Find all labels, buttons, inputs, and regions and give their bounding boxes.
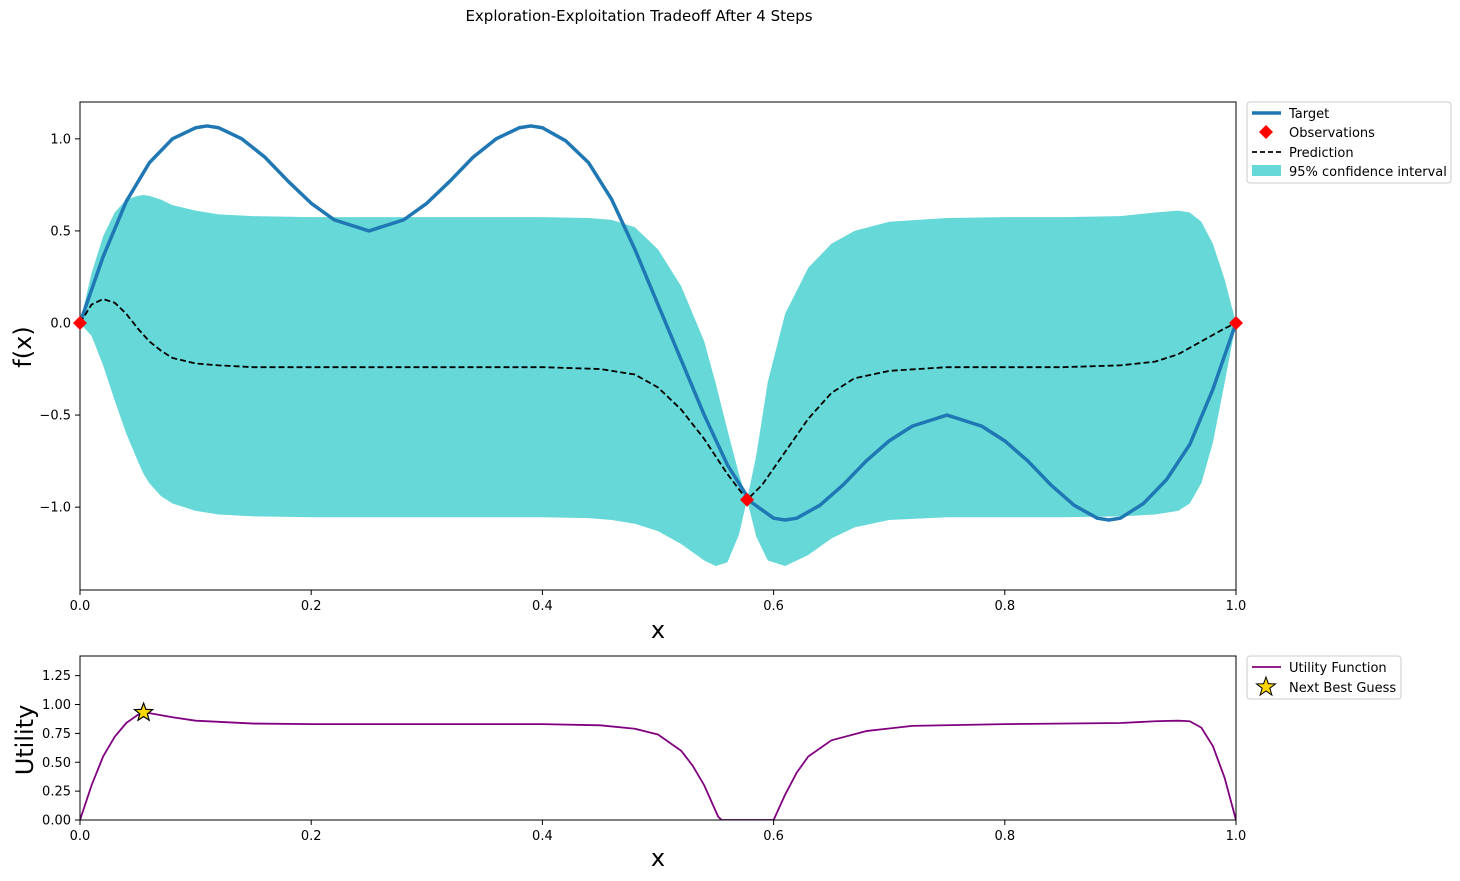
utility-y-tick-label: 1.00: [42, 698, 71, 713]
utility-x-axis-label: x: [651, 844, 665, 872]
target-x-tick-label: 0.2: [301, 599, 322, 614]
utility-x-tick-label: 1.0: [1226, 829, 1247, 844]
target-x-tick-label: 0.6: [763, 599, 784, 614]
prediction-line: [80, 298, 1236, 502]
legend-next-best-guess-star: [1255, 675, 1277, 697]
next-best-guess-star: [132, 701, 155, 722]
target-plot-area: [80, 124, 1236, 567]
utility-y-tick-label: 0.00: [42, 814, 71, 829]
target-x-axis-label: x: [651, 616, 665, 644]
target-legend-box: [1246, 101, 1452, 184]
utility-plot: 0.0 0.2 0.4 0.6 0.8 1.0 0.00 0.25 0.50 0.75 1.00 1…: [11, 655, 1402, 872]
utility-legend: Utility Function Next Best Guess: [1246, 655, 1402, 700]
observation-marker: [740, 492, 755, 507]
observation-marker: [73, 315, 87, 330]
utility-plot-frame: [79, 655, 1237, 821]
confidence-interval-band: [80, 195, 1236, 567]
utility-x-tick-label: 0.4: [532, 829, 553, 844]
target-plot-frame: [79, 101, 1237, 591]
utility-y-axis-label: Utility: [11, 705, 39, 776]
target-y-tick-label: 0.5: [50, 224, 71, 239]
target-x-tick-label: 0.0: [70, 599, 91, 614]
target-line: [80, 124, 1236, 522]
legend-next-best-guess-label: Next Best Guess: [1289, 681, 1396, 696]
target-x-tick-label: 1.0: [1226, 599, 1247, 614]
target-y-ticks: −1.0 −0.5 0.0 0.5 1.0: [39, 132, 80, 516]
target-x-tick-label: 0.4: [532, 599, 553, 614]
utility-y-ticks: 0.00 0.25 0.50 0.75 1.00 1.25: [42, 669, 80, 829]
legend-observations-marker: [1259, 125, 1273, 139]
target-y-axis-label: f(x): [9, 326, 37, 367]
utility-x-tick-label: 0.0: [70, 829, 91, 844]
utility-y-tick-label: 0.25: [42, 785, 71, 800]
utility-y-tick-label: 0.75: [42, 727, 71, 742]
utility-x-tick-label: 0.2: [301, 829, 322, 844]
target-y-tick-label: −0.5: [39, 409, 71, 424]
legend-prediction-label: Prediction: [1289, 146, 1354, 161]
legend-confidence-label: 95% confidence interval: [1289, 165, 1447, 180]
utility-legend-box: [1246, 655, 1402, 700]
target-legend: Target Observations Prediction 95% confi…: [1246, 101, 1452, 184]
target-y-tick-label: 1.0: [50, 132, 71, 147]
target-y-tick-label: 0.0: [50, 316, 71, 331]
legend-target-label: Target: [1288, 107, 1329, 122]
legend-confidence-swatch: [1252, 165, 1281, 176]
figure-title: Exploration-Exploitation Tradeoff After …: [465, 7, 812, 25]
utility-x-tick-label: 0.8: [994, 829, 1015, 844]
utility-y-tick-label: 0.50: [42, 756, 71, 771]
utility-markers: [132, 701, 155, 722]
observation-marker: [1229, 315, 1243, 330]
legend-utility-label: Utility Function: [1289, 661, 1387, 676]
target-x-ticks: 0.0 0.2 0.4 0.6 0.8 1.0: [70, 590, 1247, 614]
target-y-tick-label: −1.0: [39, 501, 71, 516]
utility-x-tick-label: 0.6: [763, 829, 784, 844]
target-x-tick-label: 0.8: [994, 599, 1015, 614]
utility-y-tick-label: 1.25: [42, 669, 71, 684]
legend-observations-label: Observations: [1289, 126, 1375, 141]
target-plot: 0.0 0.2 0.4 0.6 0.8 1.0 −1.0 −0.5 0.0 0.5 1.0 x f…: [9, 101, 1452, 644]
utility-x-ticks: 0.0 0.2 0.4 0.6 0.8 1.0: [70, 820, 1247, 844]
